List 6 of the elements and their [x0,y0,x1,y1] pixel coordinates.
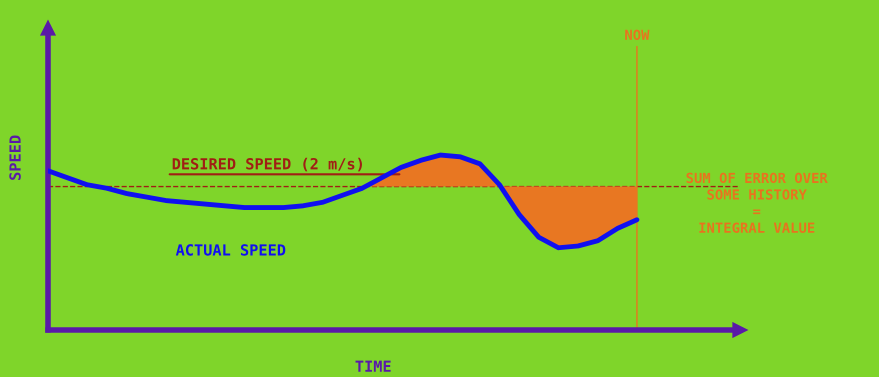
ref-line-label: DESIRED SPEED (2 m/s) [172,158,362,172]
text: SUM OF ERROR OVER SOME HISTORY = INTEGRAL VALUE [686,172,828,233]
text: NOW [625,30,650,40]
y-axis-title: SPEED [9,136,21,180]
annotation: ACTUAL SPEED [176,244,286,256]
x-axis-title: TIME [356,360,391,372]
